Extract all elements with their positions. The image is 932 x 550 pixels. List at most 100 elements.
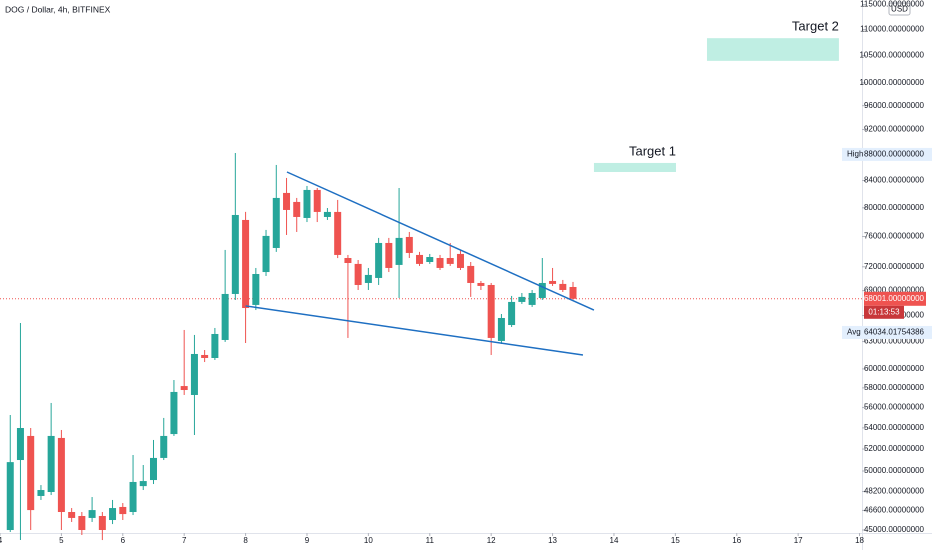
y-tick-label: 72000.00000000	[864, 262, 925, 271]
x-tick-label: 11	[426, 536, 435, 545]
candle-body	[467, 265, 475, 283]
y-tick-label: 48200.00000000	[864, 487, 925, 496]
trend-line	[286, 171, 595, 311]
candle-body	[426, 257, 434, 262]
x-tick-label: 9	[305, 536, 310, 545]
price-tag	[842, 325, 932, 339]
y-tick-label: 110000.00000000	[860, 25, 924, 34]
candle-body	[190, 353, 198, 395]
candle-body	[375, 242, 383, 278]
x-tick-label: 15	[671, 536, 680, 545]
x-tick-label: 16	[732, 536, 741, 545]
x-tick-label: 8	[243, 536, 248, 545]
price-tag-label: 88000.00000000	[864, 150, 925, 159]
y-tick-label: 54000.00000000	[864, 423, 925, 432]
candle-body	[47, 435, 55, 492]
y-tick-label: 69000.00000000	[864, 286, 925, 295]
target-zone	[706, 38, 839, 61]
candle-body	[559, 283, 567, 290]
candle-body	[477, 282, 485, 286]
candle-body	[416, 254, 424, 264]
candle-body	[334, 211, 342, 255]
target-label: Target 2	[792, 19, 839, 34]
candle-body	[88, 510, 96, 518]
candle-body	[180, 386, 188, 391]
candle-body	[446, 257, 454, 264]
candle-body	[27, 435, 35, 511]
candle-body	[344, 257, 352, 263]
candle-body	[293, 201, 301, 217]
candle-body	[16, 428, 24, 461]
x-tick-label: 5	[59, 536, 64, 545]
currency: USD	[891, 5, 908, 14]
candle-body	[283, 192, 291, 210]
candle-body	[313, 189, 321, 212]
y-tick-label: 58000.00000000	[864, 383, 925, 392]
candle-body	[385, 242, 393, 268]
candle-body	[303, 189, 311, 218]
candle-body	[160, 435, 168, 458]
target-zone	[593, 162, 676, 172]
candle-body	[221, 293, 229, 340]
price-tag-name: High	[847, 150, 863, 159]
y-tick-label: 56000.00000000	[864, 403, 925, 412]
candle-body	[354, 263, 362, 285]
candle-body	[231, 214, 239, 294]
y-tick-label: 92000.00000000	[864, 125, 925, 134]
candle-body	[395, 237, 403, 265]
candle-body	[201, 354, 209, 358]
candle-body	[37, 490, 45, 496]
candle-body	[149, 457, 157, 481]
candle-body	[78, 515, 86, 531]
price-tag	[842, 147, 932, 161]
x-tick-label: 10	[364, 536, 373, 545]
x-tick-label: 12	[487, 536, 496, 545]
candle-body	[98, 515, 106, 531]
candle-body	[508, 301, 516, 326]
y-tick-label: 96000.00000000	[864, 101, 925, 110]
x-tick-label: 18	[855, 536, 864, 545]
candle-body	[242, 219, 250, 309]
candle-body	[129, 481, 137, 513]
last-price-label: 68001.00000000	[864, 294, 925, 303]
x-tick-label: 4	[0, 536, 3, 545]
candle-body	[323, 211, 331, 217]
y-tick-label: 45000.00000000	[864, 525, 925, 534]
candle-body	[262, 235, 270, 273]
trend-line	[245, 305, 584, 356]
x-tick-label: 13	[548, 536, 557, 545]
candle-body	[528, 292, 536, 305]
price-tag-name: Avg	[847, 328, 861, 337]
target-label: Target 1	[629, 143, 676, 158]
y-tick-label: 76000.00000000	[864, 232, 925, 241]
candle-body	[436, 257, 444, 268]
last-price-tag	[864, 291, 926, 306]
candle-body	[364, 274, 372, 283]
x-tick-label: 14	[610, 536, 619, 545]
currency-box[interactable]	[888, 2, 911, 16]
countdown: 01:13:53	[868, 307, 900, 316]
x-tick-label: 7	[182, 536, 187, 545]
candle-body	[405, 236, 413, 253]
y-tick-label: 115000.00000000	[860, 0, 924, 9]
candle-body	[569, 286, 577, 299]
y-tick-label: 46600.00000000	[864, 506, 925, 515]
y-tick-label: 63000.00000000	[864, 337, 925, 346]
candle-body	[549, 280, 557, 284]
candle-body	[170, 391, 178, 435]
candle-body	[456, 253, 464, 268]
y-tick-label: 52000.00000000	[864, 444, 925, 453]
y-tick-label: 60000.00000000	[864, 364, 925, 373]
y-tick-label: 80000.00000000	[864, 203, 925, 212]
x-tick-label: 6	[121, 536, 126, 545]
candle-body	[487, 284, 495, 338]
y-tick-label: 100000.00000000	[859, 78, 924, 87]
countdown-tag	[864, 305, 904, 319]
y-tick-label: 50000.00000000	[864, 466, 925, 475]
candle-body	[518, 296, 526, 302]
candle-body	[538, 282, 546, 298]
candle-body	[57, 437, 65, 513]
candle-body	[119, 506, 127, 515]
